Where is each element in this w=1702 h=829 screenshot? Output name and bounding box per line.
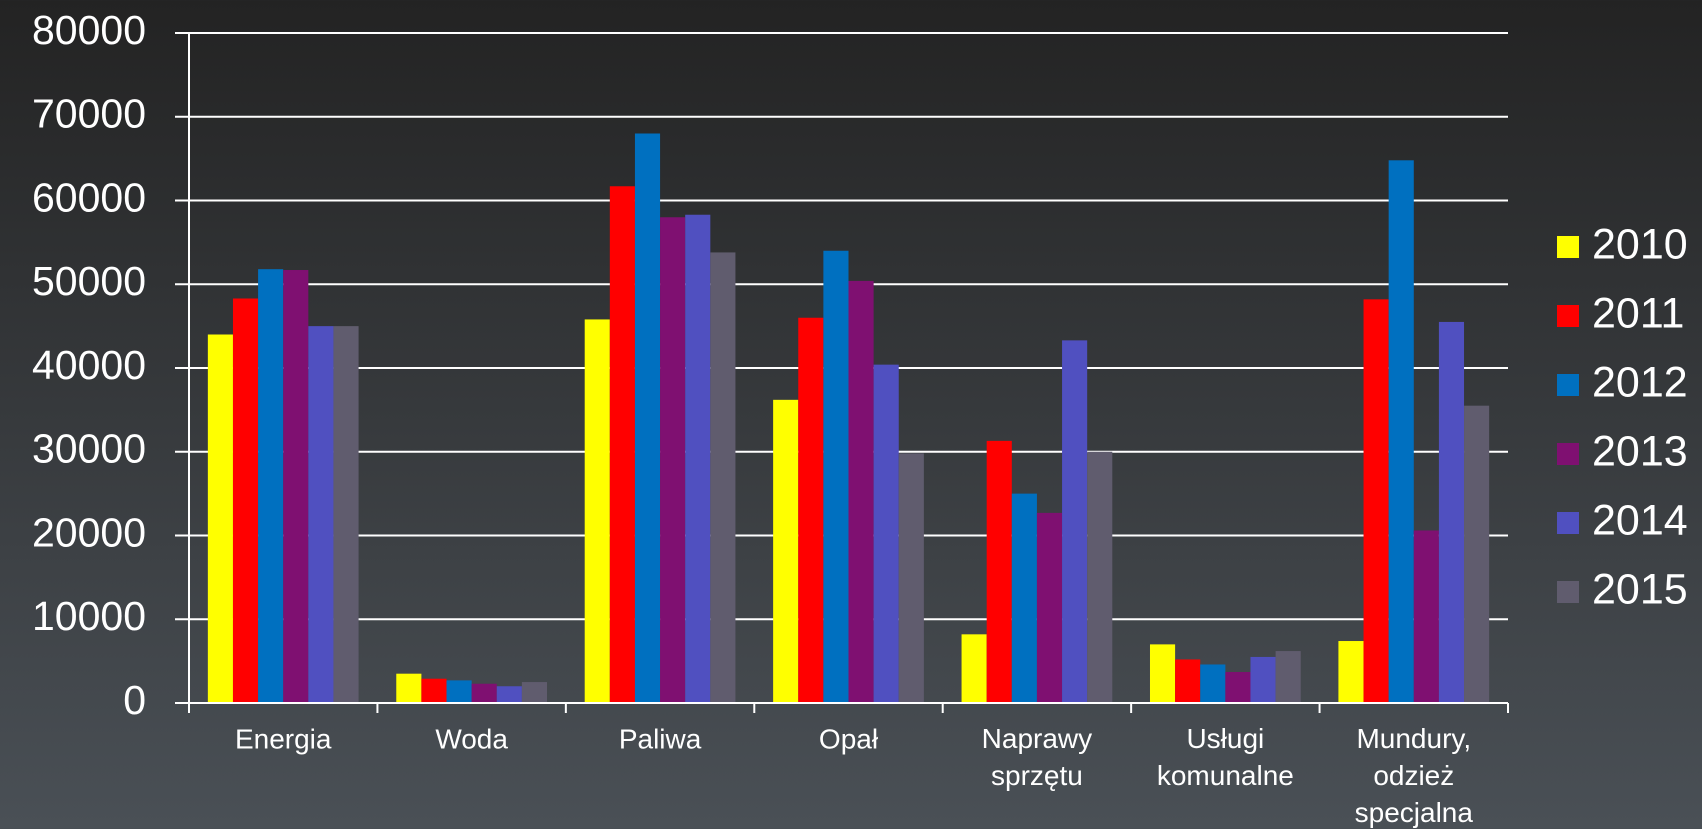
bar [1149, 644, 1176, 703]
bar [207, 334, 233, 703]
legend-swatch [1557, 374, 1579, 396]
bar [898, 453, 924, 703]
bar [609, 186, 635, 703]
legend-swatch [1557, 581, 1579, 603]
legend-label: 2011 [1592, 289, 1684, 337]
bar [634, 133, 661, 703]
bar [961, 634, 987, 703]
y-tick-label: 0 [123, 677, 146, 723]
bar [1225, 672, 1251, 703]
bar [232, 298, 259, 703]
legend-label: 2015 [1592, 565, 1688, 613]
legend-label: 2013 [1592, 427, 1688, 475]
x-tick-label: Naprawy sprzętu [982, 723, 1092, 791]
legend-label: 2010 [1592, 220, 1688, 268]
bar [1011, 493, 1037, 703]
legend-swatch [1557, 305, 1579, 327]
y-tick-label: 80000 [32, 7, 146, 53]
bar [1363, 299, 1389, 703]
bar [521, 682, 548, 703]
bar [1087, 451, 1113, 703]
bar [986, 440, 1012, 703]
bar [446, 680, 472, 703]
bar [471, 683, 497, 703]
bar [710, 252, 736, 704]
bar [660, 217, 686, 703]
y-tick-label: 10000 [32, 593, 146, 639]
legend-label: 2014 [1592, 496, 1688, 544]
y-tick-label: 60000 [32, 174, 146, 220]
y-tick-label: 20000 [32, 509, 146, 555]
bar [798, 317, 824, 703]
bar [685, 214, 711, 704]
legend-swatch [1557, 236, 1579, 258]
bar [396, 673, 422, 703]
bar [1175, 659, 1201, 703]
bar [1250, 656, 1276, 703]
bar [333, 326, 359, 703]
y-tick-label: 50000 [32, 258, 146, 304]
bar [1062, 340, 1088, 703]
bar [773, 399, 799, 703]
x-tick-label: Energia [235, 723, 332, 754]
bar [873, 364, 899, 703]
x-tick-label: Opał [819, 723, 879, 754]
bar [823, 250, 849, 703]
bar [584, 319, 610, 703]
bar [258, 269, 284, 703]
legend-label: 2012 [1592, 358, 1688, 406]
bar [308, 326, 334, 703]
bar [1036, 512, 1063, 703]
bar [496, 686, 522, 703]
x-tick-label: Paliwa [619, 723, 702, 754]
x-tick-label: Usługi komunalne [1157, 723, 1294, 791]
bar [1388, 160, 1414, 704]
bar [1413, 530, 1439, 703]
x-tick-label: Woda [435, 723, 508, 754]
x-tick-label: Mundury, odzież specjalna [1355, 723, 1474, 828]
bar [1438, 321, 1465, 703]
bar [1275, 651, 1301, 703]
bar [1464, 405, 1490, 703]
legend-swatch [1557, 443, 1579, 465]
y-tick-label: 40000 [32, 342, 146, 388]
y-tick-label: 30000 [32, 426, 146, 472]
bar [848, 280, 874, 703]
bar [421, 678, 447, 703]
bar [1338, 641, 1364, 703]
y-tick-label: 70000 [32, 91, 146, 137]
bar [1200, 664, 1226, 703]
bar [283, 270, 309, 703]
legend-swatch [1557, 512, 1579, 534]
